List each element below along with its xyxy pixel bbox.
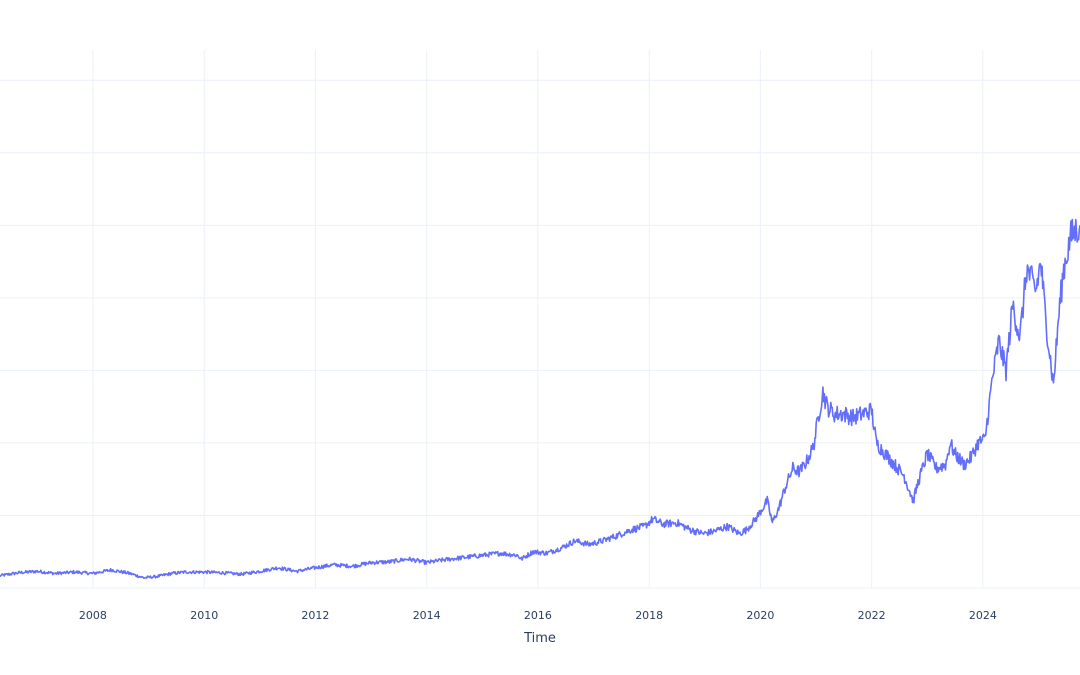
x-tick-label: 2012 [301,609,329,622]
x-tick-label: 2018 [635,609,663,622]
x-tick-label: 2008 [79,609,107,622]
x-tick-label: 2022 [858,609,886,622]
x-axis-ticks: 2008 2010 2012 2014 2016 2018 2020 2022 2024 [79,609,997,622]
gridlines [0,50,1080,589]
x-tick-label: 2020 [746,609,774,622]
x-axis-title: Time [523,631,556,646]
x-tick-label: 2024 [969,609,997,622]
series-line [0,218,1080,580]
x-tick-label: 2010 [190,609,218,622]
series-layer [0,218,1080,580]
x-tick-label: 2016 [524,609,552,622]
x-tick-label: 2014 [413,609,441,622]
